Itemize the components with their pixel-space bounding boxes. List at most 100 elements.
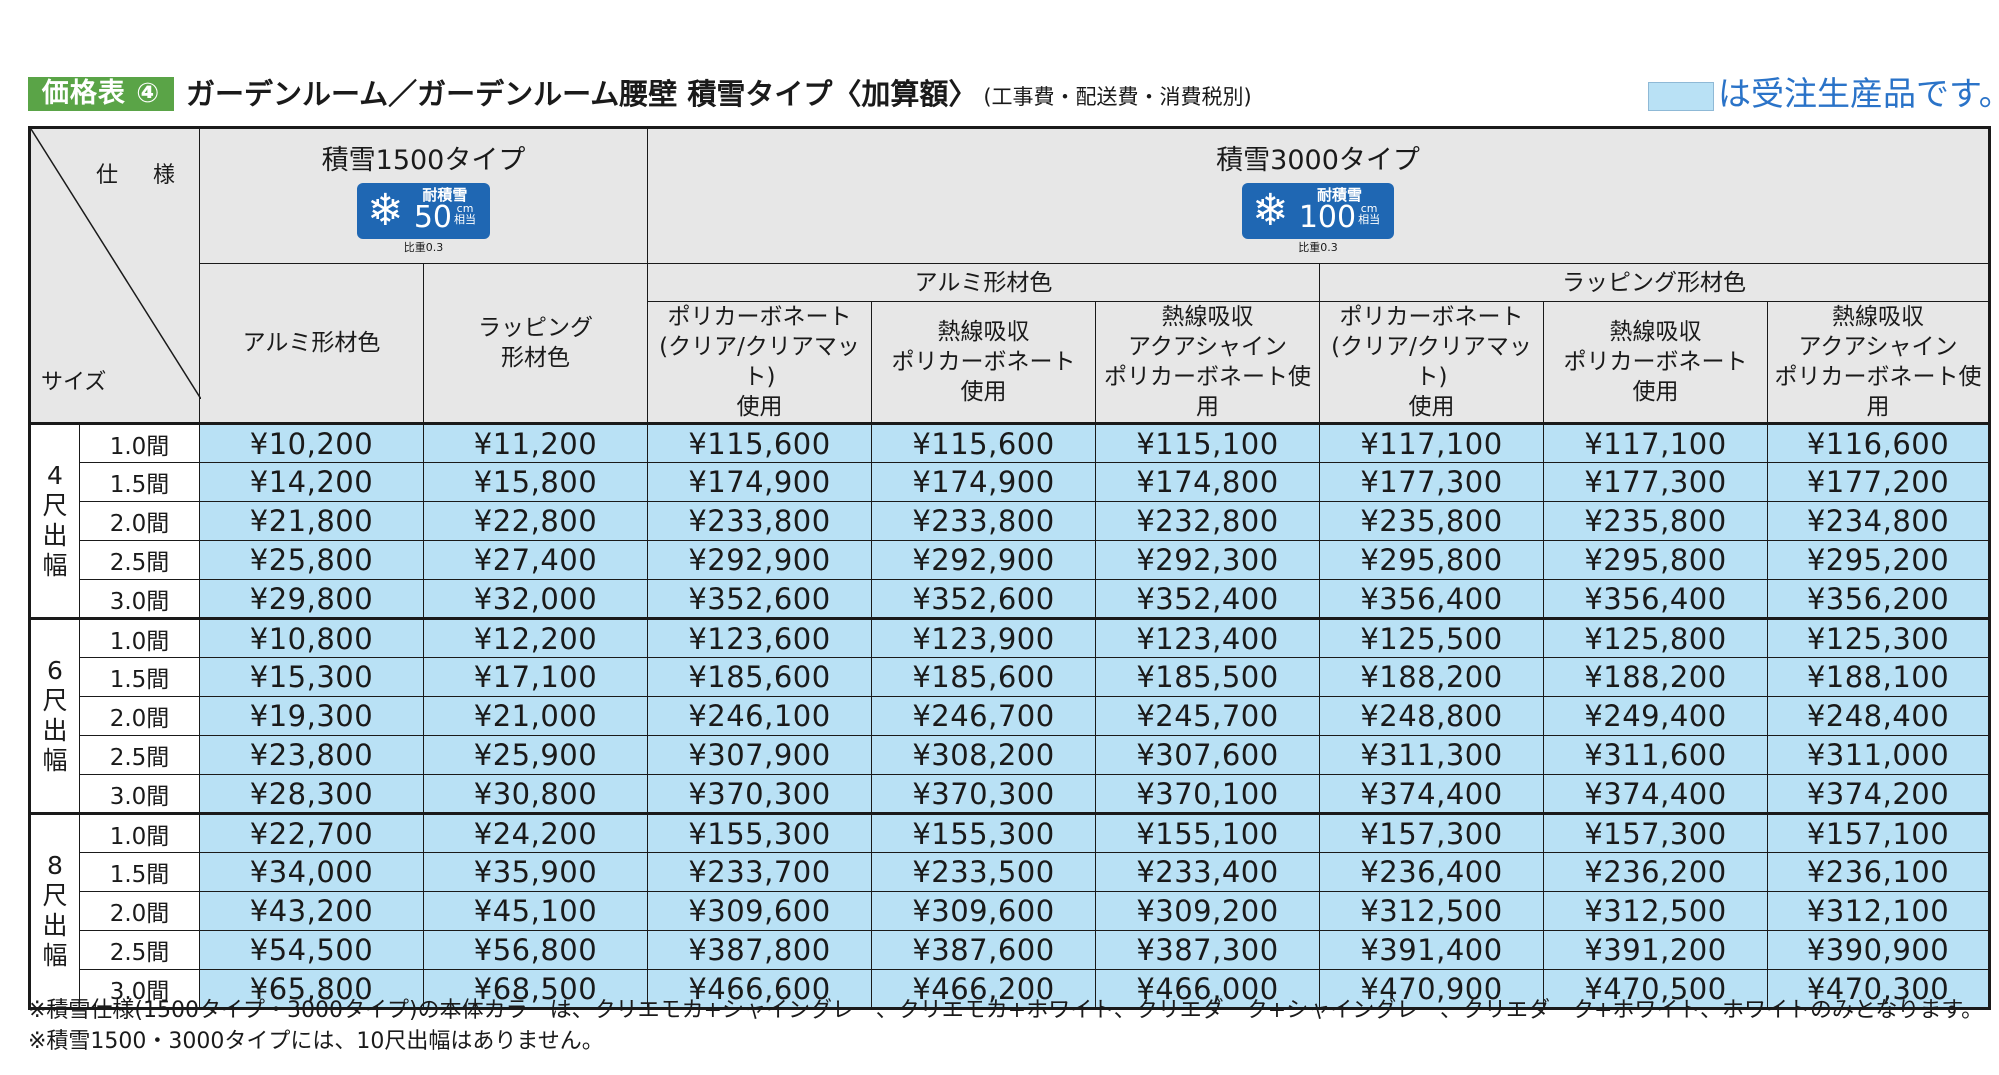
price-cell: ¥21,000 bbox=[423, 696, 648, 736]
width-size-label: 2.5間 bbox=[79, 540, 200, 580]
depth-group-char: 幅 bbox=[42, 551, 68, 580]
price-cell: ¥295,800 bbox=[1319, 540, 1544, 580]
price-cell: ¥45,100 bbox=[423, 891, 648, 931]
depth-group-char: 8 bbox=[47, 851, 63, 880]
corner-size-label: サイズ bbox=[41, 370, 107, 395]
price-cell: ¥174,800 bbox=[1095, 462, 1320, 502]
price-cell: ¥235,800 bbox=[1319, 501, 1544, 541]
price-cell: ¥236,200 bbox=[1543, 852, 1768, 892]
price-cell: ¥10,800 bbox=[199, 617, 424, 658]
price-cell: ¥123,400 bbox=[1095, 617, 1320, 658]
col-header-wrapping: ラッピング 形材色 bbox=[423, 263, 648, 424]
price-cell: ¥295,200 bbox=[1766, 540, 1991, 580]
col-header-alumi: アルミ形材色 bbox=[199, 263, 424, 424]
price-cell: ¥28,300 bbox=[199, 774, 424, 814]
depth-group-char: 尺 bbox=[42, 881, 68, 910]
price-cell: ¥232,800 bbox=[1095, 501, 1320, 541]
price-cell: ¥249,400 bbox=[1543, 696, 1768, 736]
price-cell: ¥157,100 bbox=[1766, 812, 1991, 853]
price-cell: ¥387,600 bbox=[871, 930, 1096, 970]
price-cell: ¥188,200 bbox=[1543, 657, 1768, 697]
price-cell: ¥246,100 bbox=[647, 696, 872, 736]
price-cell: ¥157,300 bbox=[1319, 812, 1544, 853]
price-cell: ¥295,800 bbox=[1543, 540, 1768, 580]
price-cell: ¥174,900 bbox=[871, 462, 1096, 502]
price-cell: ¥352,600 bbox=[871, 579, 1096, 619]
price-cell: ¥466,600 bbox=[647, 969, 872, 1009]
price-table-body: 4 尺出幅 1.0間 ¥10,200 ¥11,200 ¥115,600 ¥115,600 ¥1… bbox=[29, 422, 1991, 1009]
price-cell: ¥470,300 bbox=[1766, 969, 1991, 1009]
width-size-label: 1.0間 bbox=[79, 422, 200, 463]
price-cell: ¥370,300 bbox=[871, 774, 1096, 814]
legend-text: は受注生産品です。 bbox=[1718, 74, 1999, 113]
depth-group-char: 4 bbox=[47, 461, 63, 490]
price-cell: ¥123,600 bbox=[647, 617, 872, 658]
price-cell: ¥155,300 bbox=[647, 812, 872, 853]
table-row: 3.0間 ¥28,300 ¥30,800 ¥370,300 ¥370,300 ¥370,1… bbox=[30, 774, 1991, 814]
title-text: ガーデンルーム／ガーデンルーム腰壁 積雪タイプ〈加算額〉 bbox=[186, 77, 978, 111]
price-cell: ¥35,900 bbox=[423, 852, 648, 892]
width-size-label: 1.5間 bbox=[79, 462, 200, 502]
col-header-heat-absorb: 熱線吸収 ポリカーボネート 使用 bbox=[871, 301, 1096, 424]
table-row: 2.5間 ¥25,800 ¥27,400 ¥292,900 ¥292,900 ¥292,3… bbox=[30, 540, 1991, 580]
table-row: 2.5間 ¥54,500 ¥56,800 ¥387,800 ¥387,600 ¥387,3… bbox=[30, 930, 1991, 970]
price-cell: ¥65,800 bbox=[199, 969, 424, 1009]
price-cell: ¥292,300 bbox=[1095, 540, 1320, 580]
width-size-label: 1.5間 bbox=[79, 852, 200, 892]
price-cell: ¥25,900 bbox=[423, 735, 648, 775]
snow-badge-sub: 相当 bbox=[454, 213, 477, 226]
snow-badge-unit: cm bbox=[456, 202, 474, 215]
price-cell: ¥370,300 bbox=[647, 774, 872, 814]
price-cell: ¥470,900 bbox=[1319, 969, 1544, 1009]
price-cell: ¥233,400 bbox=[1095, 852, 1320, 892]
price-cell: ¥246,700 bbox=[871, 696, 1096, 736]
price-table: 仕 様 サイズ 積雪1500タイプ ❄ 耐積雪 50 cm 相当 比重0.3 積雪3… bbox=[28, 126, 1992, 1010]
legend-swatch bbox=[1648, 82, 1714, 111]
price-cell: ¥390,900 bbox=[1766, 930, 1991, 970]
price-cell: ¥188,200 bbox=[1319, 657, 1544, 697]
width-size-label: 2.5間 bbox=[79, 930, 200, 970]
specific-gravity-note: 比重0.3 bbox=[403, 240, 444, 254]
subheader-wrapping: ラッピング形材色 bbox=[1318, 263, 1991, 302]
price-cell: ¥32,000 bbox=[423, 579, 648, 619]
col-header-polycarbonate: ポリカーボネート (クリア/クリアマット) 使用 bbox=[1319, 301, 1544, 424]
price-cell: ¥307,600 bbox=[1095, 735, 1320, 775]
price-cell: ¥11,200 bbox=[423, 422, 648, 463]
col-header-aquashine: 熱線吸収 アクアシャイン ポリカーボネート使用 bbox=[1766, 301, 1991, 424]
price-cell: ¥374,400 bbox=[1319, 774, 1544, 814]
width-size-label: 2.0間 bbox=[79, 696, 200, 736]
width-size-label: 2.5間 bbox=[79, 735, 200, 775]
price-cell: ¥125,800 bbox=[1543, 617, 1768, 658]
price-cell: ¥27,400 bbox=[423, 540, 648, 580]
price-cell: ¥311,600 bbox=[1543, 735, 1768, 775]
price-cell: ¥125,500 bbox=[1319, 617, 1544, 658]
price-cell: ¥68,500 bbox=[423, 969, 648, 1009]
price-cell: ¥155,100 bbox=[1095, 812, 1320, 853]
specific-gravity-note: 比重0.3 bbox=[1298, 240, 1338, 254]
price-cell: ¥22,800 bbox=[423, 501, 648, 541]
table-row: 1.5間 ¥34,000 ¥35,900 ¥233,700 ¥233,500 ¥233,4… bbox=[30, 852, 1991, 892]
table-row: 2.5間 ¥23,800 ¥25,900 ¥307,900 ¥308,200 ¥307,6… bbox=[30, 735, 1991, 775]
width-size-label: 2.0間 bbox=[79, 891, 200, 931]
footnotes: ※積雪仕様(1500タイプ・3000タイプ)の本体カラーは、クリエモカ+シャイン… bbox=[28, 995, 1983, 1057]
price-table-badge: 価格表 ④ bbox=[28, 77, 174, 111]
price-cell: ¥23,800 bbox=[199, 735, 424, 775]
price-cell: ¥236,100 bbox=[1766, 852, 1991, 892]
depth-group-char: 出 bbox=[42, 521, 68, 550]
price-cell: ¥116,600 bbox=[1766, 422, 1991, 463]
corner-diagonal bbox=[31, 129, 201, 399]
price-cell: ¥391,400 bbox=[1319, 930, 1544, 970]
price-cell: ¥157,300 bbox=[1543, 812, 1768, 853]
price-cell: ¥30,800 bbox=[423, 774, 648, 814]
price-cell: ¥235,800 bbox=[1543, 501, 1768, 541]
page-header: 価格表 ④ ガーデンルーム／ガーデンルーム腰壁 積雪タイプ〈加算額〉 (工事費・配… bbox=[28, 74, 1999, 114]
price-cell: ¥352,600 bbox=[647, 579, 872, 619]
price-cell: ¥356,400 bbox=[1543, 579, 1768, 619]
price-cell: ¥22,700 bbox=[199, 812, 424, 853]
price-cell: ¥24,200 bbox=[423, 812, 648, 853]
width-size-label: 1.0間 bbox=[79, 617, 200, 658]
depth-group-char: 尺 bbox=[42, 686, 68, 715]
depth-group-char: 出 bbox=[42, 911, 68, 940]
price-cell: ¥115,600 bbox=[647, 422, 872, 463]
